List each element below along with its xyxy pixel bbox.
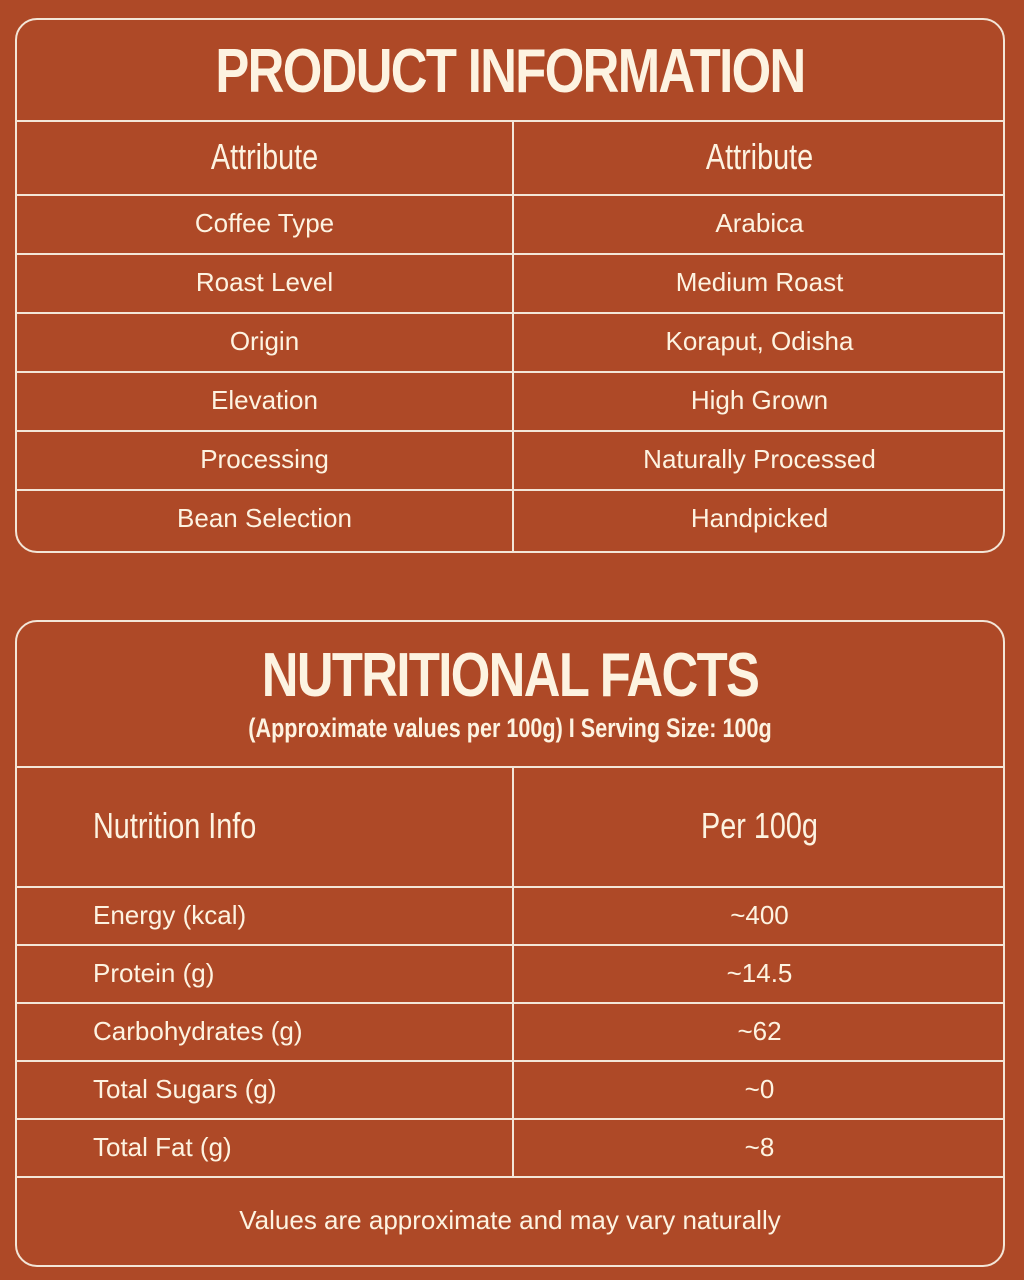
header-cell: Nutrition Info [93,805,257,846]
divider [17,1060,1003,1062]
footnote: Values are approximate and may vary natu… [239,1205,781,1235]
divider [17,253,1003,255]
cell: Carbohydrates (g) [93,1015,303,1046]
title: NUTRITIONAL FACTS [261,640,760,710]
divider [17,1002,1003,1004]
divider [17,430,1003,432]
header-cell: Attribute [705,136,814,177]
cell: ~14.5 [726,957,793,988]
cell: ~400 [730,899,789,930]
cell: Elevation [211,385,318,415]
cell: Processing [200,444,329,474]
divider [17,489,1003,491]
column-divider [512,766,514,1176]
divider [17,312,1003,314]
divider [17,766,1003,768]
cell: High Grown [690,385,829,415]
cell: Roast Level [195,267,334,297]
cell: Protein (g) [93,957,215,988]
divider [17,1176,1003,1178]
header-cell: Per 100g [701,805,818,846]
cell: ~62 [737,1015,782,1046]
cell: Bean Selection [177,503,352,533]
cell: Arabica [715,208,804,238]
divider [17,944,1003,946]
column-divider [512,120,514,551]
divider [17,886,1003,888]
cell: Koraput, Odisha [665,326,854,356]
divider [17,194,1003,196]
cell: ~0 [744,1073,775,1104]
cell: Total Sugars (g) [93,1073,277,1104]
cell: Medium Roast [675,267,844,297]
cell: Handpicked [690,503,829,533]
cell: Origin [229,326,300,356]
subtitle: (Approximate values per 100g) I Serving … [248,712,772,743]
divider [17,1118,1003,1120]
cell: Coffee Type [194,208,335,238]
cell: Total Fat (g) [93,1131,232,1162]
nutrition-card: NUTRITIONAL FACTS (Approximate values pe… [15,620,1005,1267]
cell: Energy (kcal) [93,899,247,930]
cell: Naturally Processed [643,444,876,474]
product-card: PRODUCT INFORMATION Attribute Attribute Co… [15,18,1005,553]
cell: ~8 [744,1131,775,1162]
title: PRODUCT INFORMATION [215,36,806,106]
divider [17,371,1003,373]
header-cell: Attribute [210,136,319,177]
divider [17,120,1003,122]
